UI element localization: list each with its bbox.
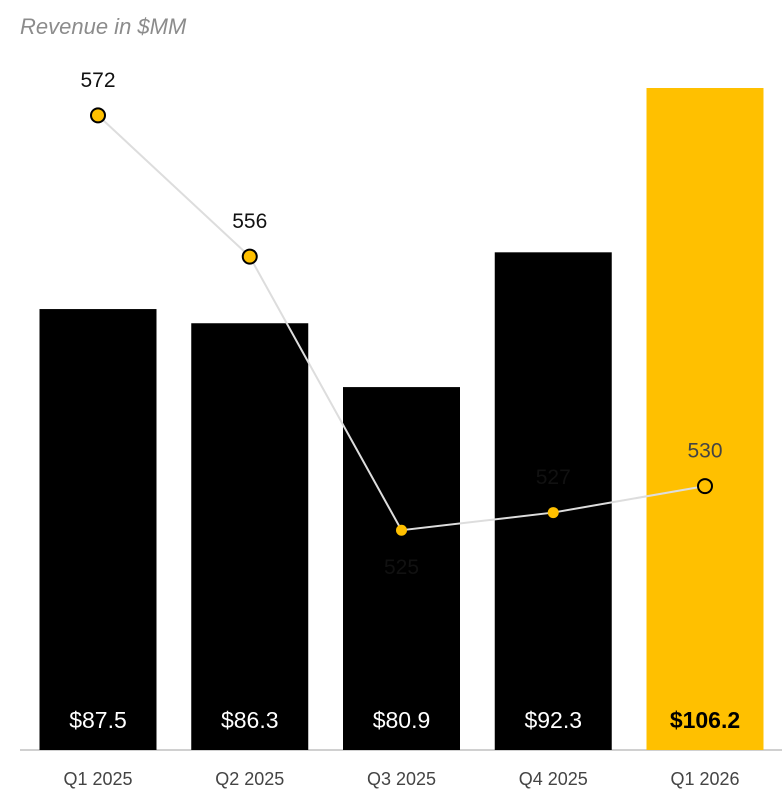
bar [646, 88, 764, 750]
line-value-label: 530 [687, 440, 722, 463]
line-marker [547, 507, 559, 519]
x-tick-label: Q2 2025 [215, 769, 284, 789]
line-value-label: 556 [232, 210, 267, 233]
bar-value-label: $87.5 [69, 707, 127, 733]
line-value-label: 572 [80, 69, 115, 92]
bar-value-label: $106.2 [670, 707, 740, 733]
line-marker [396, 524, 407, 536]
bar [343, 387, 460, 750]
chart-title: Revenue in $MM [20, 14, 187, 39]
line-value-label: 525 [384, 556, 419, 579]
bar-value-label: $92.3 [524, 707, 582, 733]
line-marker [697, 478, 713, 495]
line-value-label: 527 [536, 466, 571, 489]
x-tick-label: Q1 2025 [63, 769, 132, 789]
bar-value-label: $80.9 [373, 707, 431, 733]
x-tick-label: Q4 2025 [519, 769, 588, 789]
bar-value-label: $86.3 [221, 707, 279, 733]
x-tick-label: Q3 2025 [367, 769, 436, 789]
bar [39, 309, 157, 750]
line-marker [241, 248, 258, 265]
bar [191, 323, 309, 750]
x-tick-label: Q1 2026 [670, 769, 739, 789]
bar [494, 252, 612, 750]
line-marker [90, 107, 106, 124]
